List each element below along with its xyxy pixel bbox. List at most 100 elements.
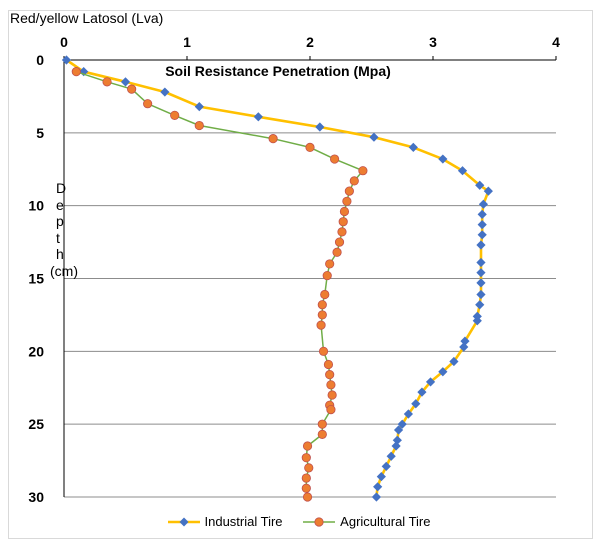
y-tick-label-20: 20 [28,343,44,359]
point-industrial-33 [397,419,407,429]
point-industrial-41 [371,492,382,502]
point-agricultural-27 [326,380,336,390]
legend-label-industrial-tire: Industrial Tire [204,514,283,529]
point-industrial-3 [160,87,170,97]
point-industrial-24 [472,316,482,326]
point-industrial-12 [483,186,493,196]
point-agricultural-0 [71,67,81,77]
point-agricultural-20 [320,289,330,300]
point-agricultural-19 [322,270,332,281]
point-industrial-18 [476,257,486,268]
point-agricultural-31 [317,419,327,429]
point-agricultural-32 [317,429,327,439]
point-agricultural-17 [332,247,342,257]
x-axis-title: Soil Resistance Penetration (Mpa) [165,63,391,79]
x-tick-label-2: 2 [306,34,314,50]
point-industrial-8 [408,142,418,152]
point-agricultural-25 [323,359,334,370]
x-tick-label-4: 4 [552,34,560,50]
legend-item-industrial-tire: Industrial Tire [167,514,283,529]
point-industrial-26 [459,342,469,352]
point-agricultural-15 [337,227,347,237]
point-industrial-4 [194,102,204,112]
point-industrial-29 [425,377,436,387]
point-agricultural-7 [305,142,315,152]
point-industrial-39 [376,472,386,482]
point-agricultural-38 [302,492,313,502]
point-industrial-10 [457,166,468,176]
point-agricultural-36 [301,473,311,483]
legend-label-agricultural-tire: Agricultural Tire [340,514,431,529]
point-agricultural-13 [339,206,350,217]
point-industrial-14 [477,209,487,220]
point-agricultural-6 [268,134,278,144]
point-industrial-6 [315,122,325,132]
point-agricultural-21 [317,300,327,310]
point-agricultural-3 [143,99,153,109]
y-axis-title: D e p t h (cm) [50,180,90,280]
point-agricultural-37 [301,483,311,493]
point-agricultural-14 [338,217,348,227]
point-agricultural-12 [342,196,352,206]
point-agricultural-33 [302,441,313,451]
x-tick-label-3: 3 [429,34,437,50]
y-tick-label-10: 10 [28,198,44,214]
point-industrial-36 [391,441,401,451]
point-agricultural-22 [317,310,327,320]
y-tick-label-5: 5 [36,125,44,141]
point-agricultural-34 [301,453,311,463]
point-industrial-22 [475,300,485,310]
point-agricultural-10 [349,176,359,186]
point-industrial-5 [253,112,263,122]
point-agricultural-28 [327,390,337,400]
point-industrial-7 [369,132,379,142]
point-industrial-0 [61,55,72,65]
y-axis-letter-1: e [56,196,64,213]
point-industrial-9 [438,154,448,164]
point-agricultural-9 [358,166,368,176]
point-industrial-19 [476,268,486,278]
y-tick-label-25: 25 [28,416,44,432]
y-tick-label-0: 0 [36,52,44,68]
x-tick-label-1: 1 [183,34,191,50]
point-industrial-17 [476,240,486,250]
point-agricultural-26 [325,370,335,380]
y-axis-letter-2: p [56,213,64,230]
chart-frame [8,10,593,539]
point-agricultural-30 [326,404,336,415]
point-industrial-2 [120,77,131,87]
legend-swatch-industrial-icon [167,517,200,526]
point-industrial-15 [477,220,487,230]
point-industrial-37 [386,451,396,461]
y-tick-label-30: 30 [28,489,44,505]
point-agricultural-24 [318,346,329,356]
y-axis-letter-4: h [56,246,64,263]
point-industrial-30 [417,387,427,397]
y-axis-letter-3: t [56,229,60,246]
point-industrial-38 [381,461,391,472]
point-agricultural-11 [344,186,354,196]
point-industrial-31 [411,399,421,409]
chart-title: Red/yellow Latosol (Lva) [10,10,164,26]
point-industrial-21 [476,289,486,300]
legend-item-agricultural-tire: Agricultural Tire [302,514,430,529]
y-axis-unit: (cm) [50,262,78,279]
point-agricultural-18 [325,259,335,269]
point-industrial-13 [478,199,489,209]
point-agricultural-8 [329,154,340,164]
point-agricultural-4 [170,110,180,120]
point-industrial-20 [476,278,486,288]
y-tick-label-15: 15 [28,271,44,287]
point-agricultural-16 [334,237,345,247]
point-industrial-34 [393,425,404,435]
point-agricultural-23 [316,320,326,330]
y-axis-letter-0: D [56,180,67,196]
point-agricultural-2 [127,84,137,94]
point-industrial-32 [403,409,413,419]
point-agricultural-35 [304,463,314,473]
point-industrial-40 [373,482,383,492]
legend: Industrial Tire Agricultural Tire [0,514,597,531]
point-agricultural-5 [194,120,204,131]
x-tick-label-0: 0 [60,34,68,50]
